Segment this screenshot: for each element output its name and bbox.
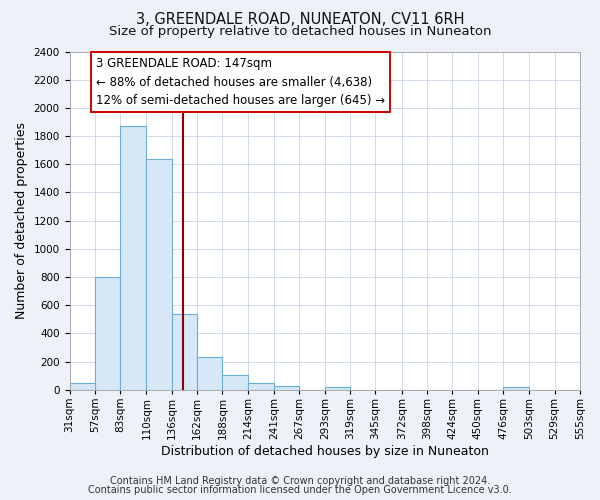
Text: 3, GREENDALE ROAD, NUNEATON, CV11 6RH: 3, GREENDALE ROAD, NUNEATON, CV11 6RH <box>136 12 464 28</box>
Text: 3 GREENDALE ROAD: 147sqm
← 88% of detached houses are smaller (4,638)
12% of sem: 3 GREENDALE ROAD: 147sqm ← 88% of detach… <box>96 57 385 107</box>
Bar <box>274 386 299 390</box>
Bar <box>325 387 350 390</box>
Y-axis label: Number of detached properties: Number of detached properties <box>15 122 28 319</box>
X-axis label: Distribution of detached houses by size in Nuneaton: Distribution of detached houses by size … <box>161 444 489 458</box>
Bar <box>197 356 223 390</box>
Bar <box>172 314 197 390</box>
Text: Contains public sector information licensed under the Open Government Licence v3: Contains public sector information licen… <box>88 485 512 495</box>
Bar <box>95 277 120 390</box>
Text: Contains HM Land Registry data © Crown copyright and database right 2024.: Contains HM Land Registry data © Crown c… <box>110 476 490 486</box>
Bar <box>146 158 172 390</box>
Bar <box>120 126 146 390</box>
Bar <box>503 387 529 390</box>
Text: Size of property relative to detached houses in Nuneaton: Size of property relative to detached ho… <box>109 25 491 38</box>
Bar <box>223 374 248 390</box>
Bar <box>70 383 95 390</box>
Bar <box>248 383 274 390</box>
